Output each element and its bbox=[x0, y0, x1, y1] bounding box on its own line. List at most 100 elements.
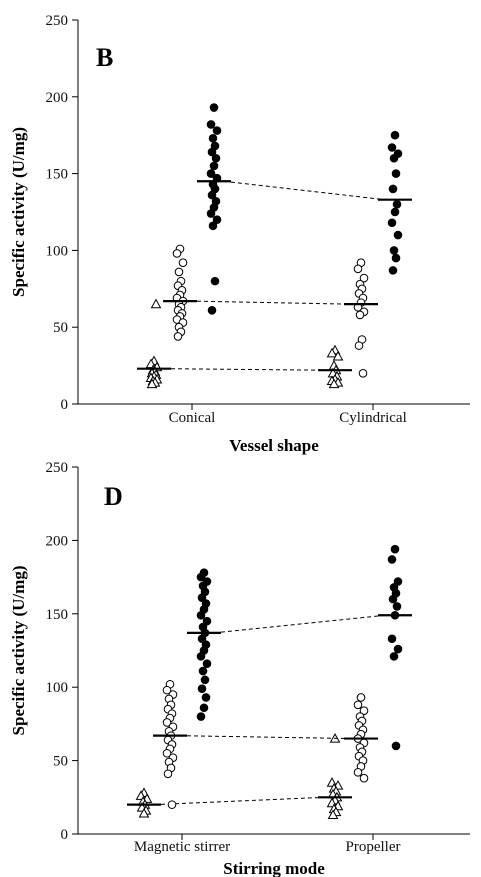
data-point-open-circle bbox=[172, 249, 182, 258]
data-point-open-circle bbox=[358, 368, 368, 378]
data-point-open-circle bbox=[354, 341, 364, 350]
y-tick-label: 100 bbox=[46, 243, 69, 259]
data-point-open-circle bbox=[173, 332, 183, 341]
data-point-filled-circle bbox=[198, 666, 208, 676]
data-point-filled-circle bbox=[387, 634, 397, 644]
data-point-filled-circle bbox=[207, 147, 217, 157]
data-point-filled-circle bbox=[393, 577, 403, 586]
data-point-open-triangle bbox=[326, 777, 338, 787]
data-point-filled-circle bbox=[197, 684, 207, 693]
data-point-filled-circle bbox=[210, 276, 220, 286]
chart-panel-b: 0 50 100 150 200 250 Conical Cylindrical Vessel … bbox=[9, 13, 470, 455]
y-tick-label: 150 bbox=[46, 607, 69, 623]
data-point-open-circle bbox=[167, 800, 177, 809]
y-tick-label: 0 bbox=[61, 827, 69, 843]
mean-connector-line bbox=[179, 735, 352, 740]
data-point-filled-circle bbox=[196, 652, 206, 661]
data-point-open-triangle bbox=[146, 378, 158, 389]
mean-connector-line bbox=[153, 796, 326, 806]
data-point-filled-circle bbox=[212, 126, 222, 135]
data-point-open-circle bbox=[356, 693, 366, 702]
data-point-open-circle bbox=[353, 768, 363, 777]
data-point-open-triangle bbox=[328, 378, 340, 389]
data-point-filled-circle bbox=[389, 652, 399, 661]
data-point-filled-circle bbox=[202, 616, 212, 626]
data-point-filled-circle bbox=[211, 153, 221, 163]
x-tick-label: Propeller bbox=[346, 839, 401, 855]
data-point-open-circle bbox=[162, 718, 172, 727]
y-tick-label: 200 bbox=[46, 533, 69, 549]
data-point-filled-circle bbox=[201, 693, 211, 702]
data-point-filled-circle bbox=[391, 741, 401, 751]
data-point-filled-circle bbox=[209, 161, 219, 171]
data-point-open-triangle bbox=[332, 350, 344, 361]
data-point-open-triangle bbox=[138, 807, 150, 818]
data-point-filled-circle bbox=[207, 190, 217, 200]
x-tick-label: Magnetic stirrer bbox=[134, 839, 230, 855]
data-point-filled-circle bbox=[196, 610, 206, 620]
data-point-filled-circle bbox=[197, 634, 207, 644]
data-point-filled-circle bbox=[393, 230, 403, 240]
data-point-filled-circle bbox=[388, 184, 398, 194]
x-axis-title: Stirring mode bbox=[223, 859, 325, 877]
y-tick-label: 0 bbox=[61, 397, 69, 413]
panel-letter: D bbox=[104, 482, 123, 511]
y-tick-label: 150 bbox=[46, 167, 69, 183]
data-point-filled-circle bbox=[389, 246, 399, 255]
data-point-filled-circle bbox=[389, 153, 399, 163]
mean-connector-line bbox=[223, 180, 386, 201]
data-point-filled-circle bbox=[199, 703, 209, 713]
data-point-filled-circle bbox=[200, 675, 210, 685]
data-point-open-circle bbox=[353, 700, 363, 710]
y-tick-label: 250 bbox=[46, 460, 69, 476]
data-point-filled-circle bbox=[196, 572, 206, 582]
data-point-filled-circle bbox=[390, 130, 400, 140]
mean-connector-line bbox=[213, 614, 386, 634]
data-point-filled-circle bbox=[206, 169, 216, 178]
data-point-filled-circle bbox=[393, 644, 403, 654]
x-tick-label: Cylindrical bbox=[339, 410, 407, 426]
data-point-filled-circle bbox=[392, 200, 402, 209]
y-tick-label: 100 bbox=[46, 680, 69, 696]
data-point-filled-circle bbox=[387, 143, 397, 152]
data-point-open-circle bbox=[359, 706, 369, 715]
y-tick-label: 50 bbox=[53, 754, 68, 770]
data-point-open-circle bbox=[359, 773, 369, 783]
panel-letter: B bbox=[96, 43, 113, 72]
data-point-open-circle bbox=[163, 769, 173, 779]
y-axis-title: Specific activity (U/mg) bbox=[9, 566, 28, 736]
data-point-filled-circle bbox=[390, 544, 400, 554]
data-point-open-triangle bbox=[327, 809, 339, 820]
data-point-filled-circle bbox=[208, 133, 218, 143]
x-axis-title: Vessel shape bbox=[229, 436, 319, 455]
data-point-filled-circle bbox=[197, 593, 207, 602]
chart-panel-d: 0 50 100 150 200 250 Magnetic stirrer Propeller… bbox=[9, 460, 470, 877]
data-point-filled-circle bbox=[392, 602, 402, 611]
data-point-filled-circle bbox=[391, 169, 401, 178]
data-point-filled-circle bbox=[196, 712, 206, 721]
data-point-open-circle bbox=[353, 264, 363, 274]
data-point-open-circle bbox=[174, 267, 184, 277]
data-point-filled-circle bbox=[391, 253, 401, 263]
data-point-open-circle bbox=[162, 748, 172, 758]
y-tick-label: 250 bbox=[46, 13, 69, 29]
data-point-open-circle bbox=[359, 273, 369, 283]
x-tick-label: Conical bbox=[169, 410, 216, 426]
y-tick-label: 200 bbox=[46, 90, 69, 106]
y-axis-title: Specific activity (U/mg) bbox=[9, 127, 28, 297]
y-tick-label: 50 bbox=[53, 320, 68, 336]
data-point-filled-circle bbox=[390, 207, 400, 217]
data-point-open-circle bbox=[162, 685, 172, 695]
mean-connector-line bbox=[189, 300, 352, 305]
data-point-filled-circle bbox=[207, 306, 217, 315]
data-point-filled-circle bbox=[387, 555, 397, 564]
data-point-filled-circle bbox=[206, 209, 216, 218]
data-point-open-triangle bbox=[326, 347, 338, 358]
data-point-filled-circle bbox=[388, 266, 398, 275]
mean-connector-line bbox=[163, 368, 326, 371]
data-point-open-triangle bbox=[150, 298, 162, 309]
data-point-open-circle bbox=[178, 258, 188, 267]
data-point-filled-circle bbox=[209, 103, 219, 112]
data-point-filled-circle bbox=[212, 215, 222, 224]
